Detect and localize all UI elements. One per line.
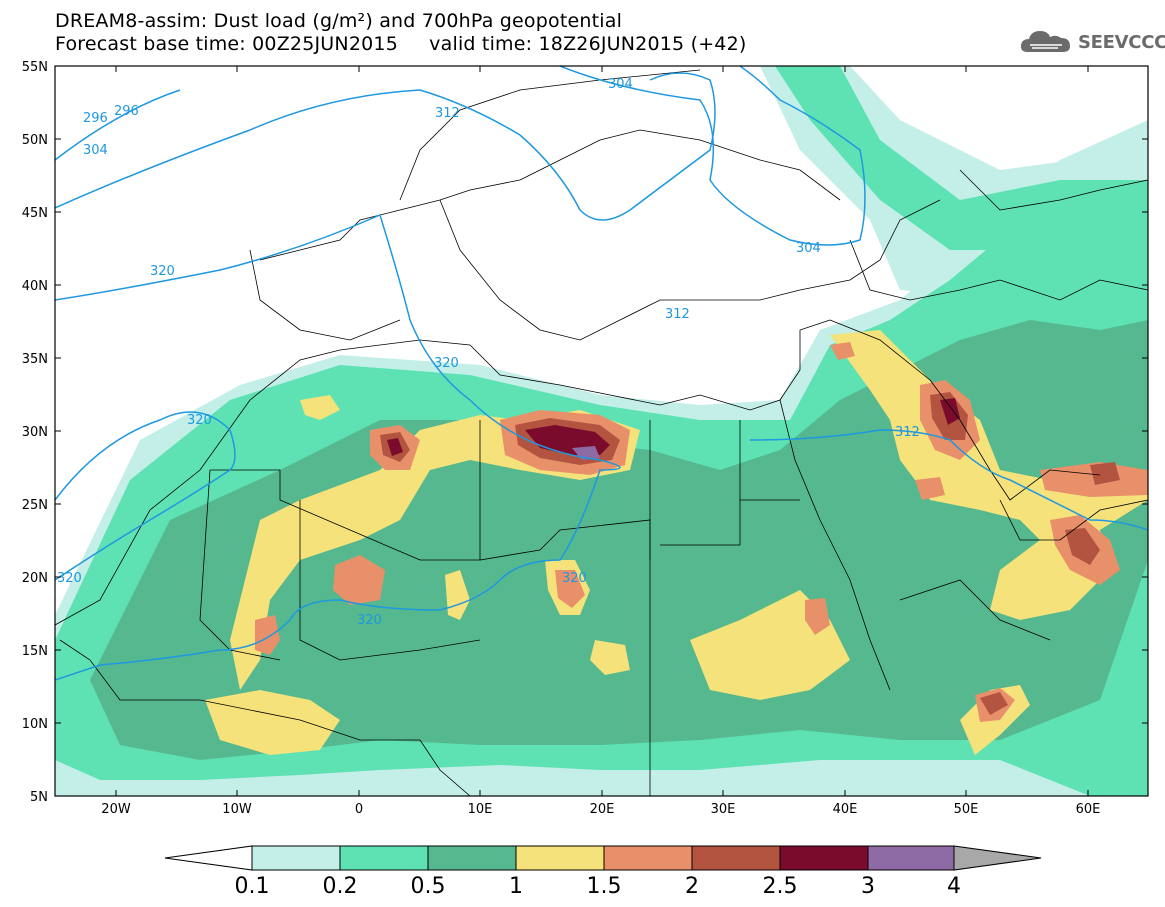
lat-label: 5N — [30, 790, 48, 805]
colorbar-cell — [427, 845, 517, 871]
contour-label: 312 — [895, 425, 920, 440]
colorbar-label: 2 — [685, 874, 699, 899]
forecast-times: Forecast base time: 00Z25JUN2015 valid t… — [55, 33, 747, 55]
colorbar-label: 2.5 — [763, 874, 798, 899]
colorbar-cell — [691, 845, 781, 871]
contour-label: 312 — [435, 106, 460, 121]
colorbar-label: 0.2 — [323, 874, 358, 899]
contour-label: 320 — [187, 413, 212, 428]
colorbar-labels: 0.1 0.2 0.5 1 1.5 2 2.5 3 4 — [235, 874, 962, 899]
lon-label: 10E — [468, 802, 493, 817]
colorbar — [164, 845, 1042, 871]
lat-label: 25N — [22, 498, 48, 513]
dust-fields — [55, 66, 1148, 796]
contour-label: 296 — [83, 111, 108, 126]
lon-label: 60E — [1076, 802, 1101, 817]
geopotential-contours — [55, 66, 1148, 681]
contour-label: 296 — [114, 104, 139, 119]
colorbar-label: 1 — [509, 874, 523, 899]
lat-ticks — [55, 65, 1148, 797]
lat-label: 45N — [22, 206, 48, 221]
colorbar-cell — [251, 845, 341, 871]
colorbar-cell — [339, 845, 429, 871]
contour-label: 304 — [608, 77, 633, 92]
contour-label: 320 — [57, 571, 82, 586]
colorbar-high-arrow — [953, 845, 1042, 871]
lat-label: 20N — [22, 571, 48, 586]
colorbar-cell — [779, 845, 869, 871]
seevccc-logo: SEEVCCC — [1018, 27, 1165, 57]
contour-labels: 296 296 304 304 304 312 312 320 320 320 … — [57, 77, 920, 628]
logo-text: SEEVCCC — [1078, 31, 1165, 53]
colorbar-label: 0.1 — [235, 874, 270, 899]
lon-label: 30E — [711, 802, 736, 817]
lon-labels: 20W 10W 0 10E 20E 30E 40E 50E 60E — [101, 802, 1100, 817]
lon-label: 0 — [355, 802, 363, 817]
lat-label: 15N — [22, 644, 48, 659]
colorbar-label: 0.5 — [411, 874, 446, 899]
contour-label: 304 — [796, 241, 821, 256]
map-title: DREAM8-assim: Dust load (g/m²) and 700hP… — [55, 10, 623, 32]
cloud-icon — [1020, 31, 1070, 52]
lon-label: 50E — [954, 802, 979, 817]
contour-label: 304 — [83, 143, 108, 158]
lat-label: 35N — [22, 352, 48, 367]
lon-label: 40E — [833, 802, 858, 817]
lon-label: 10W — [222, 802, 252, 817]
colorbar-cell — [515, 845, 605, 871]
lat-label: 30N — [22, 425, 48, 440]
contour-label: 320 — [357, 613, 382, 628]
lat-label: 40N — [22, 279, 48, 294]
colorbar-cell — [867, 845, 955, 871]
contour-label: 320 — [562, 571, 587, 586]
contour-label: 320 — [434, 356, 459, 371]
colorbar-label: 3 — [861, 874, 875, 899]
lat-label: 55N — [22, 60, 48, 75]
contour-label: 320 — [150, 264, 175, 279]
lon-label: 20E — [590, 802, 615, 817]
colorbar-low-arrow — [164, 845, 253, 871]
lat-label: 50N — [22, 133, 48, 148]
colorbar-label: 4 — [947, 874, 961, 899]
colorbar-label: 1.5 — [587, 874, 622, 899]
lat-label: 10N — [22, 717, 48, 732]
contour-label: 312 — [665, 307, 690, 322]
lat-labels: 55N 50N 45N 40N 35N 30N 25N 20N 15N 10N … — [22, 60, 48, 805]
lon-ticks — [115, 66, 1089, 796]
lon-label: 20W — [101, 802, 131, 817]
colorbar-cell — [603, 845, 693, 871]
